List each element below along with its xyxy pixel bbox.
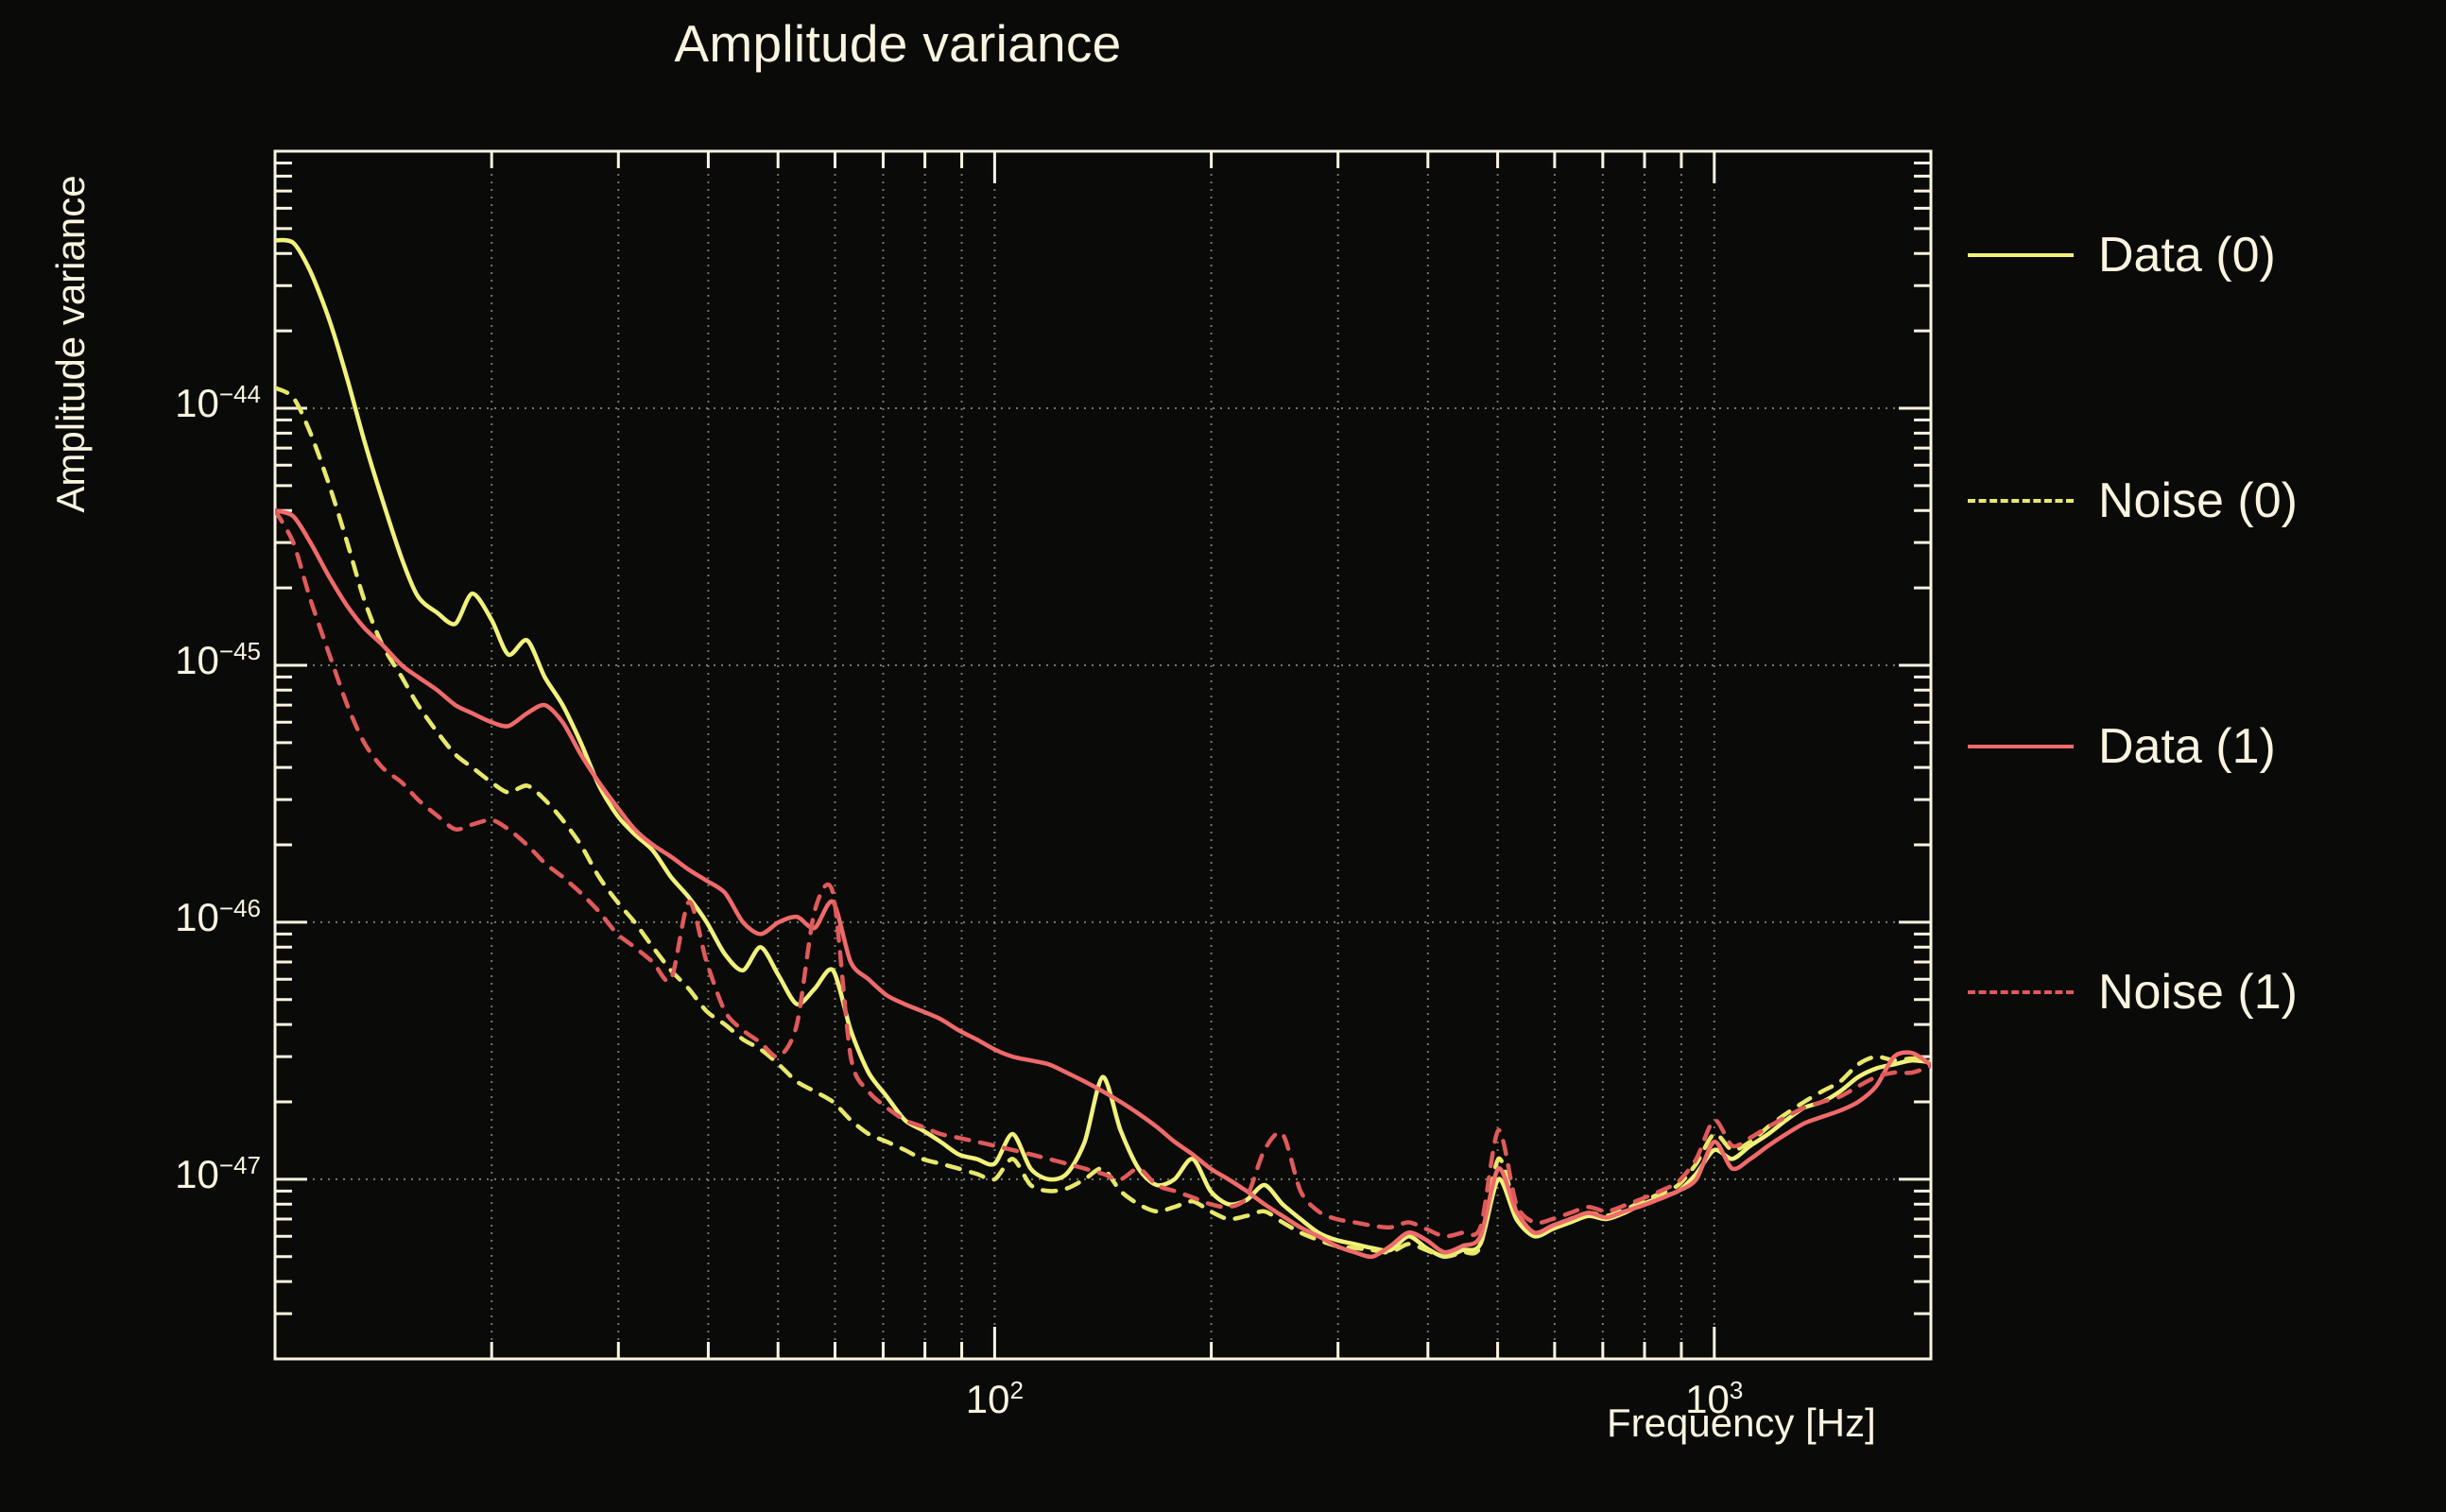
y-axis-tick-label: 10−44	[175, 379, 261, 425]
legend-item[interactable]: Noise (0)	[1968, 472, 2298, 529]
legend-line-sample	[1968, 745, 2074, 748]
legend-line-sample	[1968, 253, 2074, 257]
y-axis-tick-label: 10−45	[175, 636, 261, 682]
x-axis-tick-label: 102	[965, 1376, 1024, 1421]
y-axis-tick-label: 10−46	[175, 893, 261, 939]
legend-item[interactable]: Noise (1)	[1968, 964, 2298, 1021]
legend-item-label: Noise (0)	[2098, 473, 2298, 528]
series-line-noise-0	[275, 386, 1931, 1260]
x-axis-tick-label: 103	[1685, 1376, 1744, 1421]
y-axis-tick-label: 10−47	[175, 1150, 261, 1196]
series-line-noise-1	[275, 507, 1931, 1239]
legend-line-sample	[1968, 990, 2074, 994]
legend-item-label: Data (0)	[2098, 228, 2276, 283]
plot-frame	[273, 149, 1933, 1361]
legend-item-label: Noise (1)	[2098, 965, 2298, 1020]
x-axis-title: Frequency [Hz]	[1607, 1400, 1876, 1445]
series-line-data-1	[275, 507, 1931, 1260]
legend-item-label: Data (1)	[2098, 719, 2276, 774]
legend-line-sample	[1968, 499, 2074, 503]
legend-item[interactable]: Data (1)	[1968, 718, 2276, 775]
legend-item[interactable]: Data (0)	[1968, 227, 2276, 284]
plot-title: Amplitude variance	[674, 14, 1122, 73]
